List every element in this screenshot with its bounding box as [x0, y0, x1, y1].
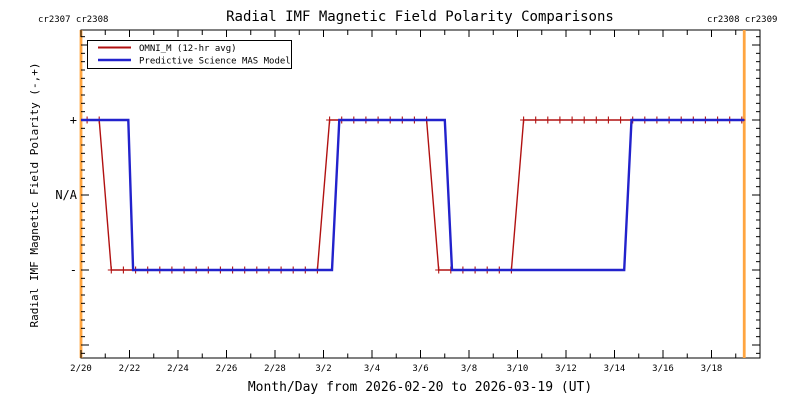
legend: OMNI_M (12-hr avg) Predictive Science MA… — [87, 40, 292, 69]
series-line-1 — [81, 118, 745, 272]
axis-ticks — [80, 30, 761, 358]
x-tick-label: 3/10 — [507, 364, 529, 374]
x-tick-label: 2/20 — [70, 364, 92, 374]
legend-label-omni: OMNI_M (12-hr avg) — [139, 44, 237, 54]
x-tick-label: 3/2 — [315, 364, 331, 374]
x-tick-label: 3/18 — [701, 364, 723, 374]
legend-label-mas: Predictive Science MAS Model — [139, 57, 291, 67]
cr-boundary-label-left: cr2307 cr2308 — [38, 15, 108, 25]
x-axis-title: Month/Day from 2026-02-20 to 2026-03-19 … — [248, 380, 592, 395]
x-axis-tick-labels: 2/20 2/22 2/24 2/26 2/28 3/2 3/4 3/6 3/8 3/10 3/12… — [70, 364, 722, 374]
x-tick-label: 2/28 — [264, 364, 286, 374]
x-tick-label: 3/6 — [412, 364, 428, 374]
x-tick-label: 2/22 — [119, 364, 141, 374]
x-tick-label: 2/24 — [167, 364, 189, 374]
y-axis-title: Radial IMF Magnetic Field Polarity (-,+) — [28, 63, 41, 328]
legend-box — [87, 40, 292, 69]
y-tick-label: - — [70, 263, 77, 277]
cr-boundary-label-right: cr2308 cr2309 — [707, 15, 777, 25]
y-tick-label: + — [70, 113, 77, 127]
y-axis-tick-labels: + N/A - — [55, 113, 77, 277]
x-tick-label: 3/14 — [604, 364, 626, 374]
chart-title: Radial IMF Magnetic Field Polarity Compa… — [226, 9, 614, 25]
x-tick-label: 2/26 — [216, 364, 238, 374]
x-tick-label: 3/16 — [652, 364, 674, 374]
y-tick-label: N/A — [55, 188, 77, 202]
x-tick-label: 3/8 — [461, 364, 477, 374]
x-tick-label: 3/12 — [555, 364, 577, 374]
data-series — [81, 116, 746, 274]
x-tick-label: 3/4 — [364, 364, 380, 374]
